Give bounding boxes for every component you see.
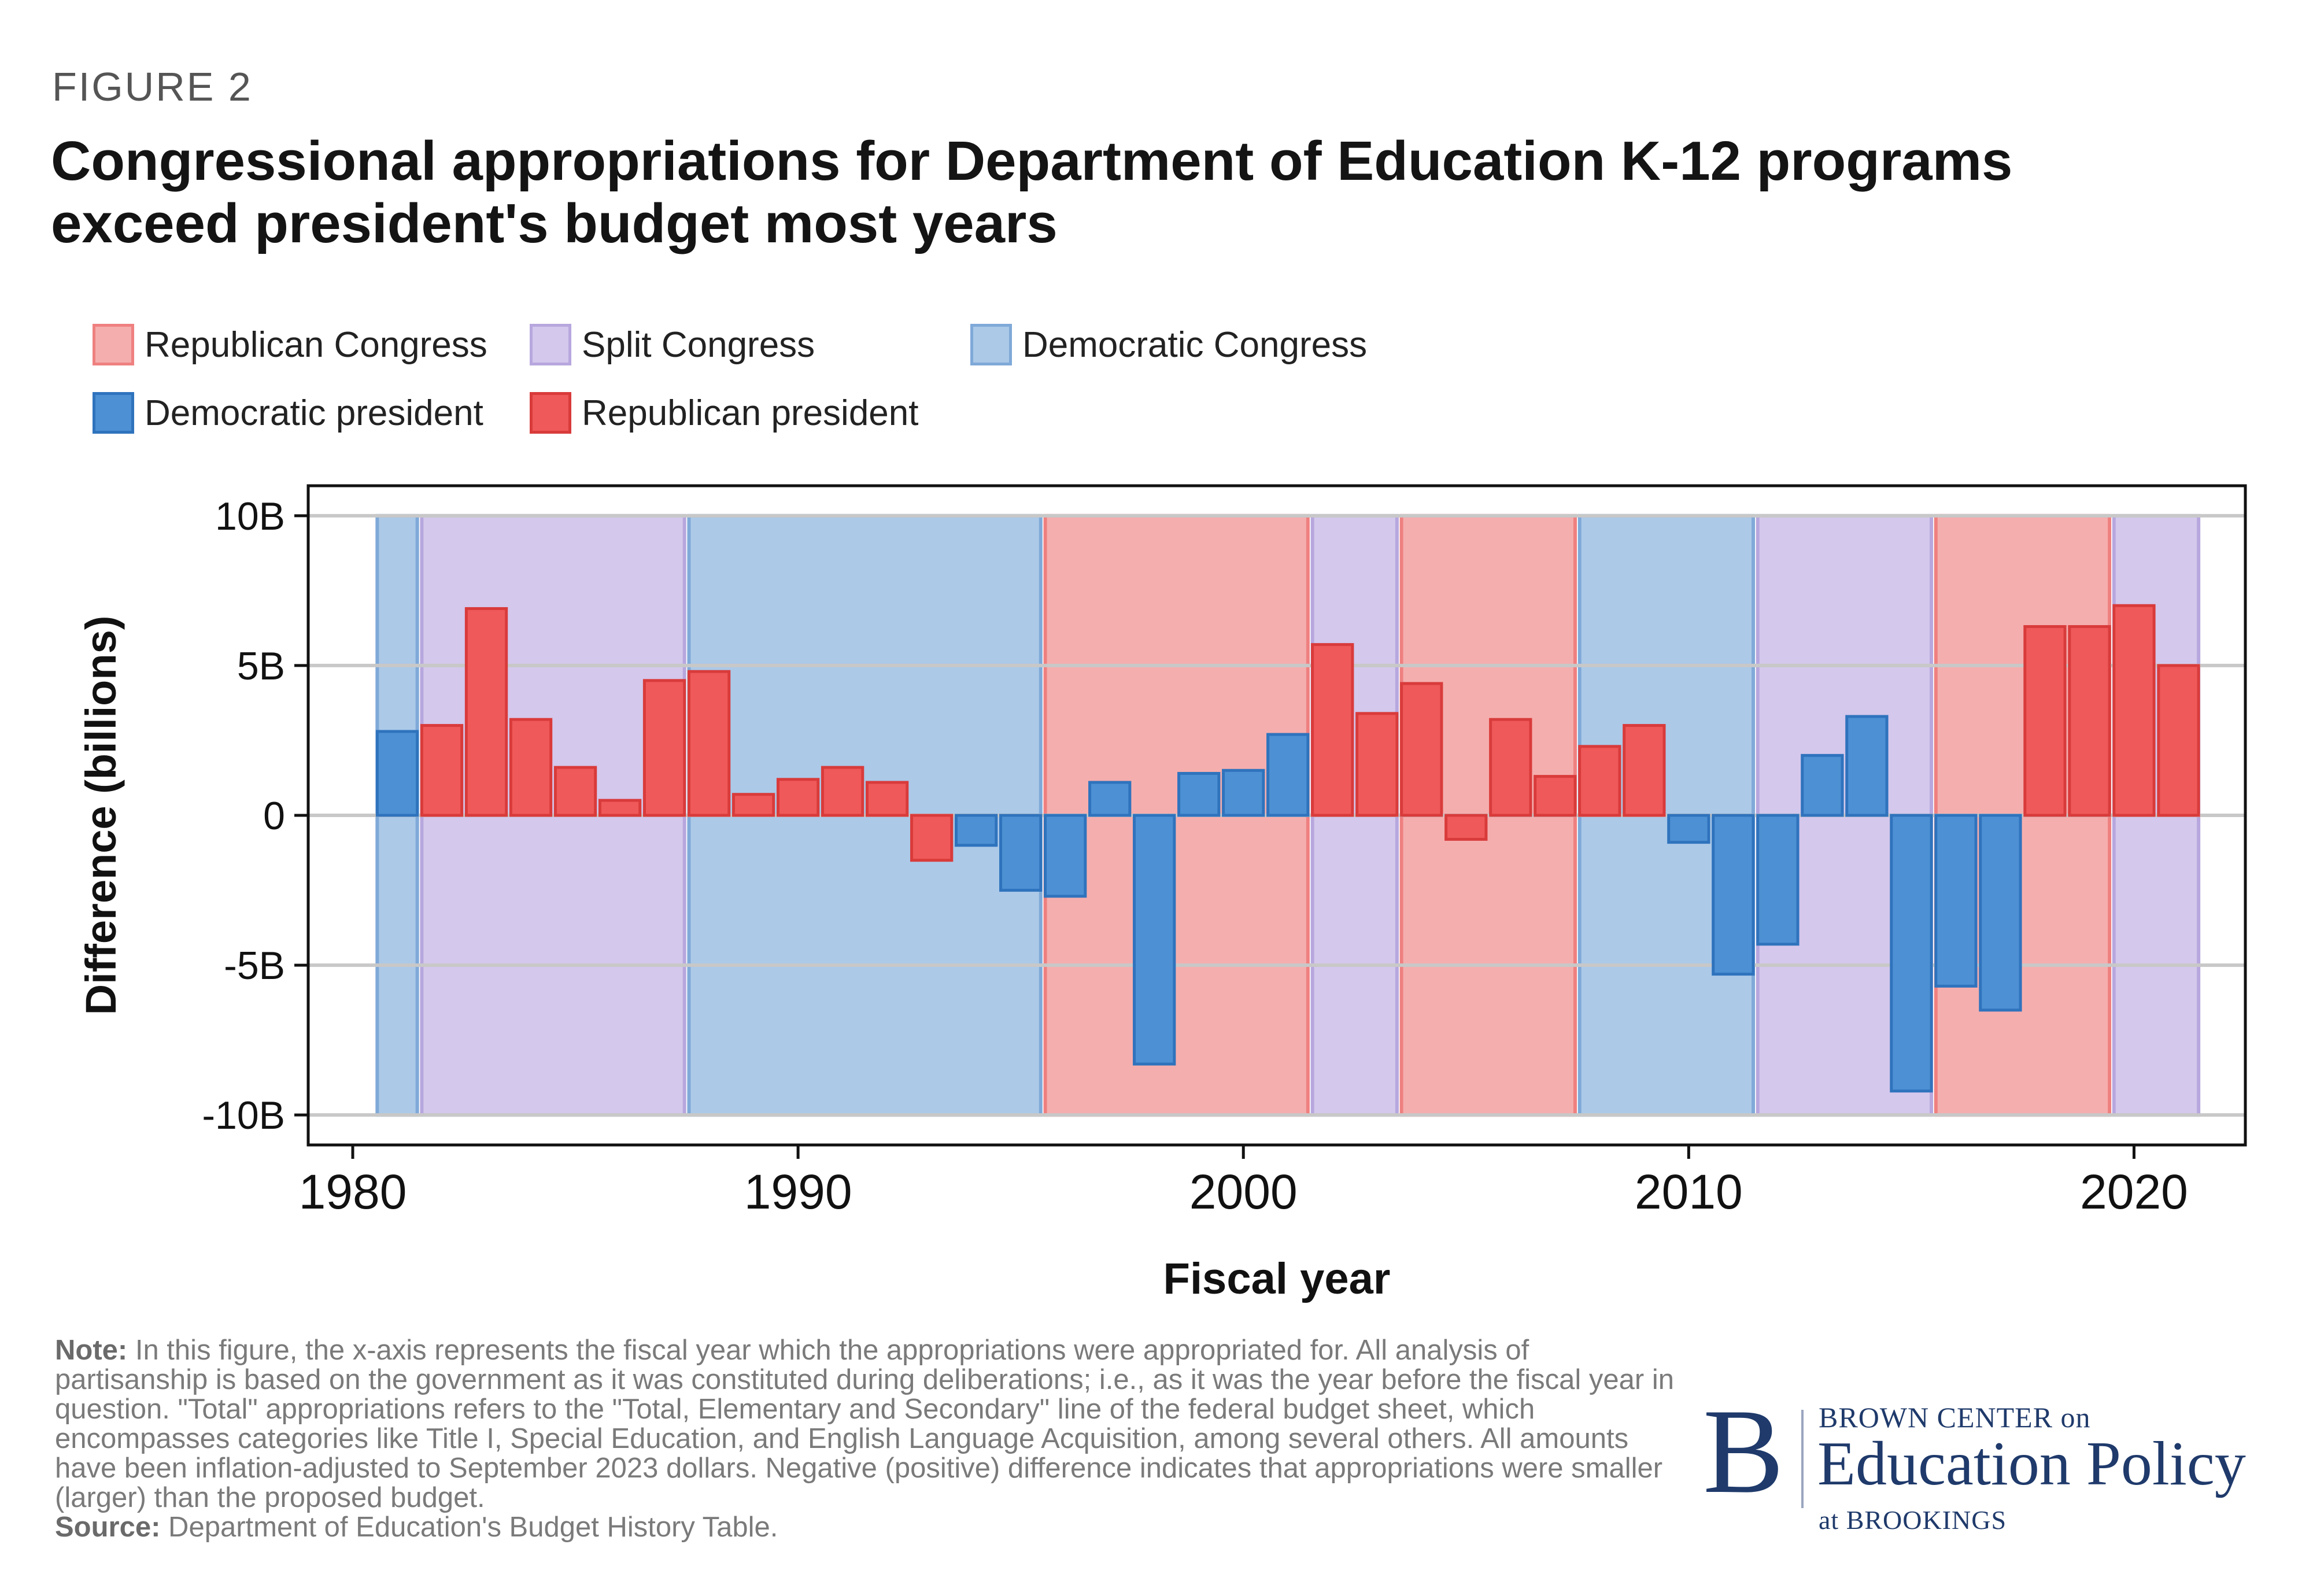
bar-2007 bbox=[1534, 775, 1577, 817]
legend-label-split-congress: Split Congress bbox=[582, 324, 815, 365]
legend-swatch-democratic-congress bbox=[970, 324, 1012, 365]
source-paragraph: Source: Department of Education's Budget… bbox=[55, 1513, 1674, 1542]
y-tick-label: 10B bbox=[215, 494, 285, 538]
bar-2014 bbox=[1845, 715, 1889, 817]
bar-2013 bbox=[1801, 753, 1844, 817]
y-tick-label: -10B bbox=[202, 1093, 285, 1137]
bar-layer bbox=[375, 604, 2200, 1093]
logo-main-line: Education Policy bbox=[1817, 1429, 2246, 1498]
legend-item-democratic-congress: Democratic Congress bbox=[970, 324, 1367, 365]
y-tick-label: -5B bbox=[224, 944, 285, 988]
legend-item-split-congress: Split Congress bbox=[530, 324, 815, 365]
brookings-logo: B BROWN CENTER on Education Policy at BR… bbox=[1703, 1384, 2281, 1544]
bar-1982 bbox=[420, 724, 464, 817]
legend: Republican Congress Split Congress Democ… bbox=[93, 324, 1422, 451]
bar-1998 bbox=[1133, 814, 1176, 1066]
bar-2002 bbox=[1311, 643, 1354, 817]
bar-2004 bbox=[1400, 682, 1443, 817]
legend-label-democratic-president: Democratic president bbox=[145, 393, 483, 433]
bar-2010 bbox=[1667, 814, 1710, 844]
bar-1994 bbox=[955, 814, 998, 847]
bar-1993 bbox=[910, 814, 954, 862]
legend-label-republican-president: Republican president bbox=[582, 393, 919, 433]
x-tick-label: 1980 bbox=[299, 1165, 407, 1219]
bar-1984 bbox=[509, 718, 553, 817]
note-text: In this figure, the x-axis represents th… bbox=[55, 1335, 1674, 1513]
logo-bottom-line: at BROOKINGS bbox=[1819, 1505, 2007, 1535]
figure-label: FIGURE 2 bbox=[52, 64, 253, 109]
legend-item-republican-president: Republican president bbox=[530, 392, 919, 434]
bar-1983 bbox=[464, 607, 508, 817]
bar-2018 bbox=[2023, 625, 2067, 817]
bar-2009 bbox=[1623, 724, 1666, 817]
legend-item-democratic-president: Democratic president bbox=[93, 392, 483, 434]
bar-1981 bbox=[375, 730, 419, 817]
bar-2021 bbox=[2157, 664, 2200, 817]
bar-2011 bbox=[1712, 814, 1755, 976]
bar-1995 bbox=[999, 814, 1043, 892]
x-tick-label: 2000 bbox=[1189, 1165, 1298, 1219]
bar-1992 bbox=[865, 781, 909, 817]
note-paragraph: Note: In this figure, the x-axis represe… bbox=[55, 1336, 1674, 1513]
chart-title-line-1: Congressional appropriations for Departm… bbox=[51, 130, 2013, 192]
source-label: Source: bbox=[55, 1512, 161, 1543]
bar-2019 bbox=[2068, 625, 2111, 817]
axes-layer: 10B 5B 0 -5B -10B 1980 1990 2000 2010 2020 bbox=[202, 484, 2247, 1219]
bar-1999 bbox=[1177, 771, 1221, 817]
bar-1997 bbox=[1088, 781, 1132, 817]
bar-2012 bbox=[1756, 814, 1800, 946]
bar-2005 bbox=[1444, 814, 1488, 841]
bar-1989 bbox=[731, 793, 775, 817]
legend-item-republican-congress: Republican Congress bbox=[93, 324, 487, 365]
bar-1985 bbox=[553, 766, 597, 817]
bar-1987 bbox=[642, 679, 686, 817]
bar-2003 bbox=[1355, 712, 1399, 817]
bar-2017 bbox=[1979, 814, 2022, 1012]
bar-2001 bbox=[1266, 733, 1310, 817]
bar-2015 bbox=[1890, 814, 1933, 1093]
source-text: Department of Education's Budget History… bbox=[160, 1512, 778, 1543]
logo-divider bbox=[1801, 1410, 1804, 1508]
y-tick-label: 0 bbox=[263, 794, 285, 838]
logo-letter: B bbox=[1703, 1384, 1784, 1519]
legend-swatch-split-congress bbox=[530, 324, 571, 365]
legend-swatch-democratic-president bbox=[93, 392, 134, 434]
bar-2006 bbox=[1489, 718, 1532, 817]
x-axis-label: Fiscal year bbox=[1163, 1254, 1391, 1303]
legend-swatch-republican-congress bbox=[93, 324, 134, 365]
bar-2000 bbox=[1222, 769, 1265, 817]
bar-2008 bbox=[1578, 745, 1621, 817]
bar-2016 bbox=[1934, 814, 1978, 988]
legend-label-democratic-congress: Democratic Congress bbox=[1022, 324, 1368, 365]
x-tick-label: 2010 bbox=[1635, 1165, 1743, 1219]
chart-title-line-2: exceed president's budget most years bbox=[51, 193, 1058, 254]
chart-note: Note: In this figure, the x-axis represe… bbox=[55, 1336, 1674, 1542]
legend-label-republican-congress: Republican Congress bbox=[145, 324, 487, 365]
legend-swatch-republican-president bbox=[530, 392, 571, 434]
x-tick-label: 2020 bbox=[2080, 1165, 2188, 1219]
y-tick-label: 5B bbox=[237, 644, 285, 688]
chart-title: Congressional appropriations for Departm… bbox=[51, 130, 2190, 255]
note-label: Note: bbox=[55, 1335, 128, 1366]
bar-2020 bbox=[2112, 604, 2156, 817]
logo-top-line: BROWN CENTER on bbox=[1819, 1401, 2091, 1434]
bar-1991 bbox=[821, 766, 864, 817]
bar-1990 bbox=[776, 778, 820, 817]
y-axis-label: Difference (billions) bbox=[77, 616, 125, 1015]
bar-1988 bbox=[687, 670, 731, 817]
x-tick-label: 1990 bbox=[744, 1165, 852, 1219]
bar-1996 bbox=[1044, 814, 1087, 898]
bar-1986 bbox=[598, 799, 642, 817]
